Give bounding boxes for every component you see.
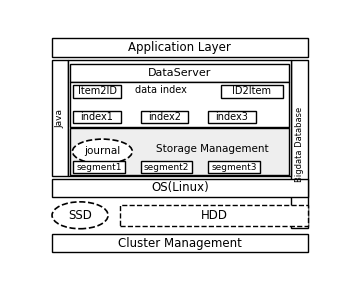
Text: index1: index1 xyxy=(81,112,113,122)
FancyBboxPatch shape xyxy=(70,64,289,82)
Text: DataServer: DataServer xyxy=(148,68,211,78)
FancyBboxPatch shape xyxy=(141,161,192,173)
FancyBboxPatch shape xyxy=(73,111,121,123)
Text: SSD: SSD xyxy=(68,209,92,222)
Text: Bigdata Database: Bigdata Database xyxy=(295,107,304,182)
Text: Storage Management: Storage Management xyxy=(156,144,269,154)
Text: segment1: segment1 xyxy=(77,163,122,172)
Text: ID2Item: ID2Item xyxy=(232,86,271,96)
Ellipse shape xyxy=(52,202,108,229)
FancyBboxPatch shape xyxy=(52,234,308,252)
Text: segment2: segment2 xyxy=(144,163,189,172)
Text: data index: data index xyxy=(135,86,187,95)
FancyBboxPatch shape xyxy=(68,60,291,176)
FancyBboxPatch shape xyxy=(208,161,260,173)
Text: segment3: segment3 xyxy=(211,163,257,172)
FancyBboxPatch shape xyxy=(70,128,289,175)
Text: HDD: HDD xyxy=(200,209,227,222)
FancyBboxPatch shape xyxy=(52,179,308,197)
FancyBboxPatch shape xyxy=(291,60,308,228)
Text: index2: index2 xyxy=(148,112,181,122)
Text: Item2ID: Item2ID xyxy=(78,86,117,96)
Text: Java: Java xyxy=(55,109,65,127)
FancyBboxPatch shape xyxy=(73,161,125,173)
FancyBboxPatch shape xyxy=(52,60,68,176)
Text: index3: index3 xyxy=(216,112,249,122)
Text: Application Layer: Application Layer xyxy=(128,41,231,54)
FancyBboxPatch shape xyxy=(73,85,121,98)
FancyBboxPatch shape xyxy=(208,111,256,123)
FancyBboxPatch shape xyxy=(141,111,188,123)
Ellipse shape xyxy=(72,139,132,164)
Text: Cluster Management: Cluster Management xyxy=(118,237,242,250)
Text: journal: journal xyxy=(84,146,120,157)
FancyBboxPatch shape xyxy=(221,85,283,98)
FancyBboxPatch shape xyxy=(52,38,308,57)
FancyBboxPatch shape xyxy=(70,82,289,127)
FancyBboxPatch shape xyxy=(120,205,308,226)
Text: OS(Linux): OS(Linux) xyxy=(151,181,209,194)
